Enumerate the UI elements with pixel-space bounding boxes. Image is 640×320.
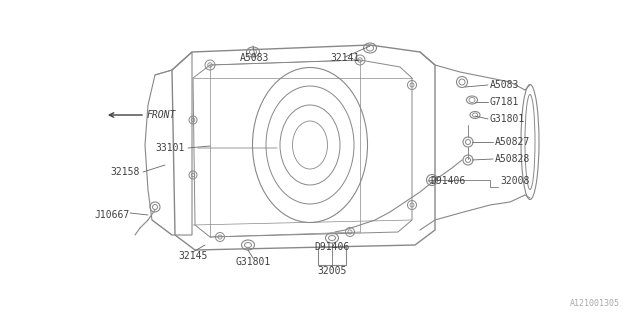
Text: 32158: 32158: [111, 167, 140, 177]
Text: G7181: G7181: [490, 97, 520, 107]
Text: 32005: 32005: [317, 266, 347, 276]
Text: 32141: 32141: [330, 53, 360, 63]
Bar: [318, 247, 346, 265]
Text: G31801: G31801: [236, 257, 271, 267]
Text: 32145: 32145: [179, 251, 208, 261]
Text: A5083: A5083: [240, 53, 269, 63]
Text: D91406: D91406: [430, 176, 465, 186]
Text: A121001305: A121001305: [570, 299, 620, 308]
Text: A5083: A5083: [490, 80, 520, 90]
Text: A50828: A50828: [495, 154, 531, 164]
Text: D91406: D91406: [314, 242, 349, 252]
Text: G31801: G31801: [490, 114, 525, 124]
Text: 33101: 33101: [156, 143, 185, 153]
Text: A50827: A50827: [495, 137, 531, 147]
Text: 32008: 32008: [500, 176, 529, 186]
Text: J10667: J10667: [94, 210, 130, 220]
Text: FRONT: FRONT: [147, 110, 177, 120]
